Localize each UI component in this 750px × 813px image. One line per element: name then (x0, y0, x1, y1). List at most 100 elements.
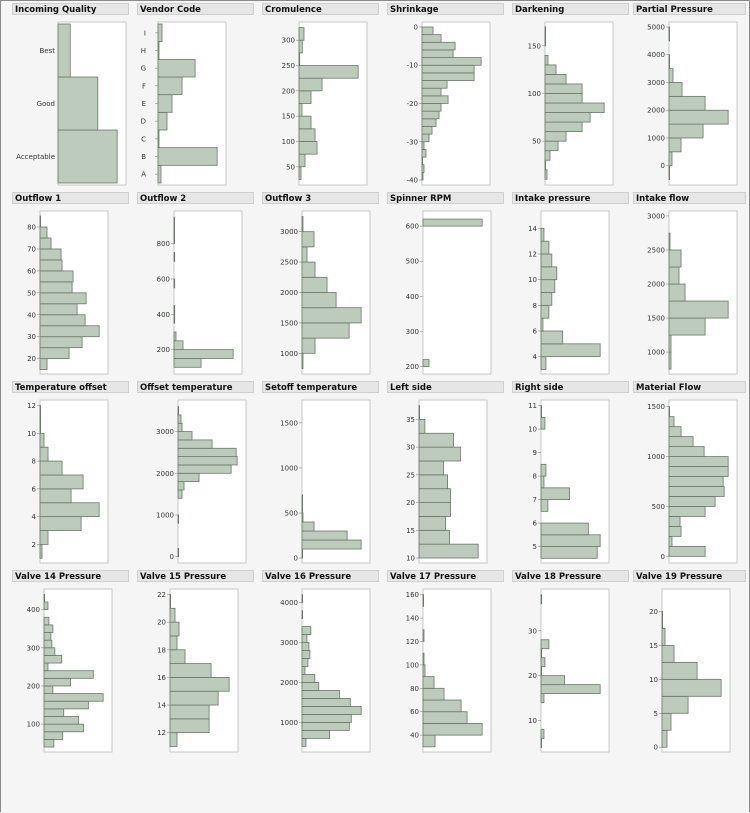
histogram-bar[interactable] (668, 232, 671, 251)
histogram-bar[interactable] (422, 359, 430, 368)
histogram-bar[interactable] (661, 644, 675, 663)
histogram-bar[interactable] (157, 94, 173, 113)
histogram-bar[interactable] (173, 305, 176, 315)
histogram-bar[interactable] (544, 102, 605, 113)
histogram-bar[interactable] (39, 474, 84, 490)
histogram-bar[interactable] (540, 416, 546, 430)
histogram-bar[interactable] (39, 405, 42, 420)
histogram-bar[interactable] (661, 712, 672, 731)
histogram-bar[interactable] (668, 334, 672, 353)
histogram-bar[interactable] (39, 347, 70, 360)
histogram-bar[interactable] (540, 499, 549, 512)
histogram-bar[interactable] (418, 488, 451, 503)
histogram-bar[interactable] (540, 463, 547, 477)
histogram-bar[interactable] (418, 543, 479, 559)
histogram-bar[interactable] (540, 522, 589, 536)
histogram-bar[interactable] (540, 253, 553, 268)
panel-title[interactable]: Vendor Code (137, 3, 254, 15)
panel-title[interactable]: Outflow 3 (262, 192, 379, 204)
histogram-bar[interactable] (668, 151, 673, 167)
histogram-bar[interactable] (301, 626, 312, 635)
histogram-bar[interactable] (422, 629, 425, 642)
histogram-bar[interactable] (540, 405, 543, 418)
histogram-bar[interactable] (43, 647, 56, 656)
histogram-bar[interactable] (422, 652, 425, 666)
histogram-bar[interactable] (43, 739, 55, 748)
histogram-bar[interactable] (418, 460, 445, 476)
histogram-bar[interactable] (39, 281, 73, 294)
histogram-bar[interactable] (301, 322, 350, 339)
histogram-bar[interactable] (422, 734, 436, 748)
histogram-bar[interactable] (39, 446, 49, 462)
histogram-bar[interactable] (39, 248, 62, 261)
histogram-bar[interactable] (169, 704, 210, 720)
histogram-bar[interactable] (301, 690, 340, 699)
histogram-bar[interactable] (169, 663, 212, 678)
histogram-bar[interactable] (422, 594, 425, 607)
histogram-bar[interactable] (668, 317, 706, 336)
histogram-bar[interactable] (177, 431, 193, 441)
histogram-bar[interactable] (540, 266, 558, 281)
histogram-bar[interactable] (39, 237, 52, 250)
histogram-bar[interactable] (173, 225, 176, 236)
histogram-bar[interactable] (301, 706, 362, 715)
histogram-bar[interactable] (177, 481, 185, 491)
histogram-bar[interactable] (157, 76, 183, 96)
histogram-bar[interactable] (301, 231, 315, 248)
histogram-bar[interactable] (668, 109, 729, 125)
panel-title[interactable]: Outflow 2 (137, 192, 254, 204)
histogram-bar[interactable] (298, 115, 312, 130)
histogram-bar[interactable] (169, 718, 210, 734)
histogram-bar[interactable] (177, 464, 232, 474)
histogram-bar[interactable] (157, 41, 160, 60)
histogram-bar[interactable] (301, 737, 307, 747)
histogram-bar[interactable] (301, 721, 350, 731)
histogram-bar[interactable] (544, 35, 547, 47)
histogram-bar[interactable] (540, 279, 556, 293)
histogram-bar[interactable] (418, 405, 421, 420)
histogram-bar[interactable] (157, 129, 160, 149)
panel-title[interactable]: Spinner RPM (387, 192, 504, 204)
histogram-bar[interactable] (301, 261, 316, 278)
histogram-bar[interactable] (43, 601, 49, 611)
histogram-bar[interactable] (301, 548, 304, 559)
histogram-bar[interactable] (421, 126, 433, 135)
histogram-bar[interactable] (668, 123, 704, 139)
histogram-bar[interactable] (421, 95, 449, 104)
histogram-bar[interactable] (668, 436, 694, 447)
histogram-bar[interactable] (668, 516, 681, 527)
histogram-bar[interactable] (43, 700, 89, 710)
histogram-bar[interactable] (301, 521, 315, 532)
histogram-bar[interactable] (421, 149, 427, 158)
histogram-bar[interactable] (544, 54, 549, 66)
histogram-bar[interactable] (298, 65, 359, 79)
histogram-bar[interactable] (668, 266, 680, 285)
histogram-bar[interactable] (421, 49, 454, 58)
histogram-bar[interactable] (301, 494, 304, 505)
histogram-bar[interactable] (540, 240, 550, 255)
histogram-bar[interactable] (39, 432, 45, 448)
histogram-bar[interactable] (422, 218, 483, 227)
histogram-bar[interactable] (540, 657, 546, 668)
histogram-bar[interactable] (668, 283, 686, 302)
histogram-bar[interactable] (540, 534, 601, 547)
histogram-bar[interactable] (169, 677, 230, 692)
histogram-bar[interactable] (540, 487, 570, 500)
histogram-bar[interactable] (173, 340, 184, 351)
histogram-bar[interactable] (421, 41, 456, 51)
histogram-bar[interactable] (177, 447, 237, 458)
histogram-bar[interactable] (157, 164, 162, 184)
histogram-bar[interactable] (57, 23, 71, 78)
panel-title[interactable]: Shrinkage (387, 3, 504, 15)
histogram-bar[interactable] (668, 300, 729, 319)
histogram-bar[interactable] (418, 529, 450, 545)
panel-title[interactable]: Right side (512, 381, 629, 393)
histogram-bar[interactable] (544, 121, 583, 133)
histogram-bar[interactable] (43, 685, 54, 694)
histogram-bar[interactable] (301, 650, 311, 659)
histogram-bar[interactable] (298, 77, 323, 92)
histogram-bar[interactable] (39, 292, 87, 305)
histogram-bar[interactable] (301, 337, 316, 354)
histogram-bar[interactable] (298, 128, 316, 142)
histogram-bar[interactable] (57, 76, 99, 131)
